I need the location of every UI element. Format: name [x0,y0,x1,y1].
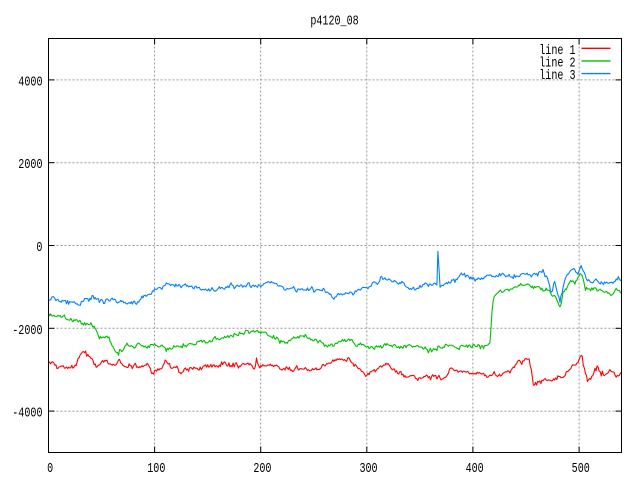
svg-text:0: 0 [47,461,53,477]
svg-text:500: 500 [572,461,590,477]
svg-text:0: 0 [36,240,42,256]
svg-text:line 2: line 2 [539,55,575,71]
svg-text:2000: 2000 [18,157,42,173]
svg-text:-4000: -4000 [12,405,42,421]
svg-text:200: 200 [253,461,271,477]
svg-text:p4120_08: p4120_08 [310,13,358,29]
svg-text:-2000: -2000 [12,322,42,338]
svg-text:300: 300 [359,461,377,477]
svg-text:line 1: line 1 [539,42,575,58]
svg-text:line 3: line 3 [539,68,575,84]
svg-text:100: 100 [147,461,165,477]
svg-text:400: 400 [466,461,484,477]
svg-text:4000: 4000 [18,74,42,90]
